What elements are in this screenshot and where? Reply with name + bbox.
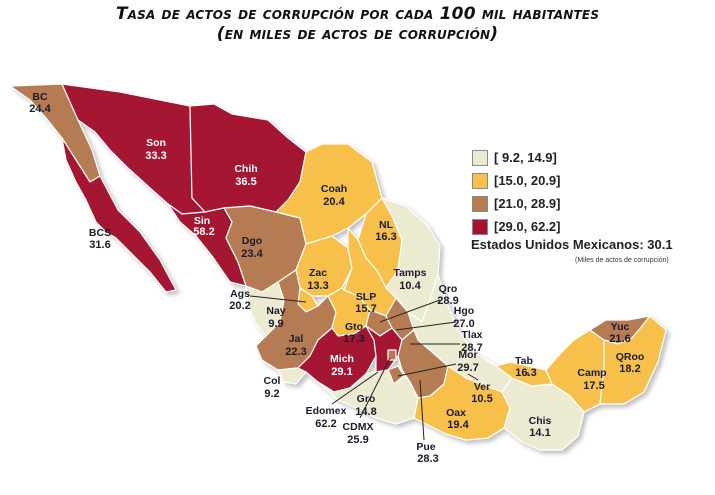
legend-label: [29.0, 62.2]: [494, 219, 561, 234]
legend-item: [15.0, 20.9]: [472, 171, 561, 190]
leader-pue: [419, 379, 425, 441]
label-yuc-value: 21.6: [609, 333, 630, 345]
legend-item: [29.0, 62.2]: [472, 217, 561, 236]
label-yuc-name: Yuc: [611, 321, 630, 333]
label-qroo-value: 18.2: [619, 363, 640, 375]
label-son-value: 33.3: [145, 150, 166, 162]
label-chis-name: Chis: [529, 415, 552, 427]
label-tlax-value: 28.7: [461, 342, 482, 354]
label-nay-name: Nay: [266, 305, 285, 317]
label-bcs-value: 31.6: [89, 239, 110, 251]
label-gto-value: 17.3: [343, 333, 364, 345]
label-ags-name: Ags: [230, 288, 250, 300]
state-cdmx: [387, 349, 397, 361]
national-total: Estados Unidos Mexicanos: 30.1: [471, 237, 673, 252]
leader-cdmx: [359, 357, 391, 419]
national-note: (Miles de actos de corrupción): [575, 257, 669, 264]
state-chih: [189, 103, 307, 213]
legend-swatch: [472, 218, 488, 235]
legend-item: [21.0, 28.9]: [472, 194, 561, 213]
label-pue-value: 28.3: [417, 453, 438, 465]
label-coah-value: 20.4: [323, 196, 345, 208]
legend-swatch: [472, 172, 488, 189]
label-chih-value: 36.5: [235, 176, 256, 188]
label-zac-name: Zac: [309, 267, 327, 279]
label-nl-name: NL: [379, 219, 394, 231]
label-sin-value: 58.2: [193, 226, 214, 238]
map-title: Tasa de actos de corrupción por cada 100…: [0, 4, 715, 44]
label-dgo-value: 23.4: [241, 248, 263, 260]
label-tab-name: Tab: [515, 355, 533, 367]
label-hgo-name: Hgo: [454, 305, 474, 317]
label-slp-name: SLP: [356, 291, 376, 303]
state-bcs: [61, 137, 177, 293]
legend-label: [ 9.2, 14.9]: [494, 150, 557, 165]
label-hgo-value: 27.0: [453, 318, 474, 330]
label-tlax-name: Tlax: [461, 329, 482, 341]
state-coah: [275, 143, 383, 245]
title-line-2: (en miles de actos de corrupción): [216, 24, 499, 44]
label-gto-name: Gto: [345, 321, 363, 333]
leader-qro: [379, 299, 441, 323]
label-slp-value: 15.7: [355, 303, 376, 315]
label-camp-value: 17.5: [583, 380, 604, 392]
leader-mor: [397, 363, 457, 377]
label-qro-value: 28.9: [437, 295, 458, 307]
label-nl-value: 16.3: [375, 231, 396, 243]
label-edomex-value: 62.2: [315, 418, 336, 430]
title-line-1: Tasa de actos de corrupción por cada 100…: [115, 4, 600, 24]
label-mich-name: Mich: [330, 353, 354, 365]
label-coah-name: Coah: [321, 183, 347, 195]
label-mor-name: Mor: [458, 349, 477, 361]
label-mich-value: 29.1: [331, 366, 352, 378]
label-dgo-name: Dgo: [242, 235, 262, 247]
label-cdmx-value: 25.9: [347, 434, 368, 446]
leader-ver: [467, 373, 479, 381]
label-sin-name: Sin: [194, 215, 210, 227]
label-tamps-value: 10.4: [399, 280, 421, 292]
label-tab-value: 16.3: [515, 367, 536, 379]
legend-label: [15.0, 20.9]: [494, 173, 561, 188]
label-son-name: Son: [146, 137, 166, 149]
label-oax-name: Oax: [446, 407, 466, 419]
label-cdmx-name: CDMX: [343, 421, 374, 433]
label-gro-name: Gro: [357, 393, 376, 405]
label-qroo-name: QRoo: [616, 351, 645, 363]
label-jal-name: Jal: [289, 333, 304, 345]
label-nay-value: 9.9: [268, 318, 283, 330]
leader-edomex: [331, 371, 379, 405]
label-ver-name: Ver: [474, 381, 490, 393]
legend-swatch: [472, 195, 488, 212]
legend-item: [ 9.2, 14.9]: [472, 148, 561, 167]
label-pue-name: Pue: [416, 441, 435, 453]
state-col: [277, 367, 307, 385]
label-camp-name: Camp: [577, 367, 606, 379]
label-gro-value: 14.8: [355, 406, 376, 418]
label-tamps-name: Tamps: [393, 267, 426, 279]
label-col-value: 9.2: [264, 388, 279, 400]
label-chih-name: Chih: [234, 163, 257, 175]
leader-hgo: [395, 321, 457, 331]
state-qroo: [599, 315, 667, 405]
label-oax-value: 19.4: [447, 419, 469, 431]
label-chis-value: 14.1: [529, 427, 550, 439]
leader-ags: [249, 295, 307, 303]
label-ver-value: 10.5: [471, 393, 492, 405]
legend-label: [21.0, 28.9]: [494, 196, 561, 211]
label-zac-value: 13.3: [307, 280, 328, 292]
map-legend: [ 9.2, 14.9] [15.0, 20.9] [21.0, 28.9] […: [472, 148, 561, 240]
label-jal-value: 22.3: [285, 346, 306, 358]
label-mor-value: 29.7: [457, 362, 478, 374]
state-gro: [317, 369, 419, 425]
label-bcs-name: BCS: [89, 227, 111, 239]
label-qro-name: Qro: [439, 283, 458, 295]
label-edomex-name: Edomex: [306, 405, 347, 417]
label-ags-value: 20.2: [229, 300, 250, 312]
label-col-name: Col: [264, 375, 281, 387]
legend-swatch: [472, 149, 488, 166]
label-bc-value: 24.4: [29, 103, 51, 115]
label-bc-name: BC: [32, 91, 48, 103]
